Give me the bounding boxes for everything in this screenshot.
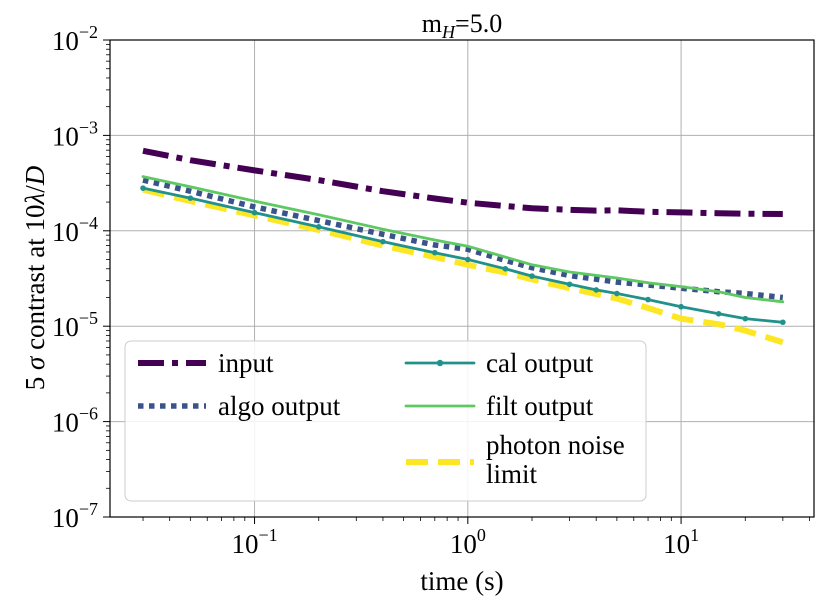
x-tick-label: 10−1 xyxy=(231,525,277,559)
series-line-input xyxy=(142,147,783,217)
data-point-cal-output xyxy=(465,256,471,263)
series-line-photon-noise-limit xyxy=(142,186,784,346)
chart-title-subscript: H xyxy=(441,22,456,42)
data-point-cal-output xyxy=(140,185,146,191)
series-layer xyxy=(140,147,786,346)
legend-label: filt output xyxy=(486,391,594,421)
legend-item-algo-output: algo output xyxy=(138,391,341,421)
data-point-cal-output xyxy=(187,195,194,201)
x-tick-label: 101 xyxy=(663,525,699,559)
legend-item-input: input xyxy=(138,348,274,378)
x-axis-label: time (s) xyxy=(420,566,503,596)
legend-marker xyxy=(436,359,444,367)
ticks: 10−1 100 101 10−7 10−6 10−5 10−4 10−3 10−2 xyxy=(52,22,810,559)
legend-label: input xyxy=(218,348,274,378)
y-tick-label: 10−4 xyxy=(52,213,98,247)
chart-title-value: =5.0 xyxy=(455,9,502,38)
plot-frame xyxy=(109,39,815,518)
data-point-cal-output xyxy=(780,319,786,326)
legend-label: algo output xyxy=(218,391,341,421)
data-point-cal-output xyxy=(593,287,600,293)
legend-label: limit xyxy=(486,459,538,489)
data-point-cal-output xyxy=(678,303,684,310)
data-point-cal-output xyxy=(614,290,620,297)
data-point-cal-output xyxy=(529,273,535,279)
y-tick-label: 10−7 xyxy=(52,499,98,533)
legend-label: photon noise xyxy=(486,430,625,460)
y-tick-label: 10−5 xyxy=(52,308,98,342)
y-tick-label: 10−3 xyxy=(52,117,98,151)
y-tick-label: 10−6 xyxy=(52,404,98,438)
legend-label: cal output xyxy=(486,348,594,378)
x-tick-label: 100 xyxy=(450,525,486,559)
data-point-cal-output xyxy=(502,265,509,272)
chart-title-main: m xyxy=(422,9,442,38)
data-point-cal-output xyxy=(715,310,722,317)
data-point-cal-output xyxy=(645,296,651,303)
legend-item-cal-output: cal output xyxy=(404,348,594,378)
chart-title: mH=5.0 xyxy=(422,9,502,42)
data-point-cal-output xyxy=(251,209,258,216)
data-point-cal-output xyxy=(742,315,749,322)
legend-box xyxy=(124,340,647,502)
data-point-cal-output xyxy=(380,238,386,245)
legend: input algo output cal output filt output pho… xyxy=(124,340,647,502)
data-point-cal-output xyxy=(315,224,322,230)
legend-item-filt-output: filt output xyxy=(404,391,594,421)
y-tick-label: 10−2 xyxy=(52,22,98,56)
series-line-algo-output xyxy=(142,177,784,301)
y-axis-label: 5 σ contrast at 10λ/D xyxy=(20,165,50,390)
data-point-cal-output xyxy=(431,249,438,256)
data-point-cal-output xyxy=(566,281,573,288)
series-line-cal-output xyxy=(141,186,785,324)
series-line-filt-output xyxy=(141,175,785,304)
